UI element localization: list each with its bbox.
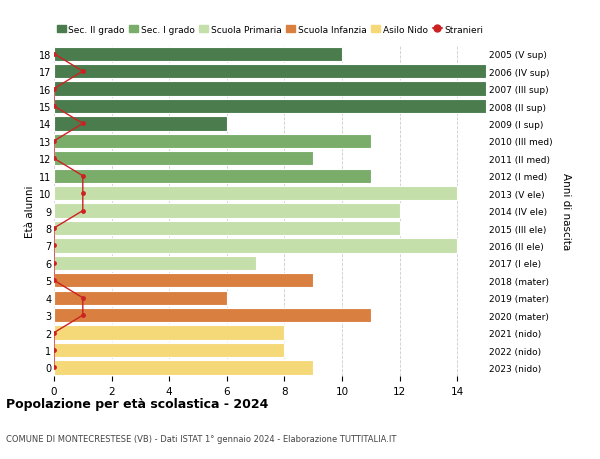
Bar bbox=[54, 326, 284, 340]
Bar bbox=[54, 100, 486, 114]
Bar bbox=[54, 134, 371, 149]
Bar bbox=[54, 169, 371, 184]
Bar bbox=[54, 361, 313, 375]
Bar bbox=[54, 291, 227, 305]
Bar bbox=[54, 152, 313, 166]
Bar bbox=[54, 221, 400, 235]
Bar bbox=[54, 204, 400, 218]
Bar bbox=[54, 274, 313, 288]
Text: COMUNE DI MONTECRESTESE (VB) - Dati ISTAT 1° gennaio 2024 - Elaborazione TUTTITA: COMUNE DI MONTECRESTESE (VB) - Dati ISTA… bbox=[6, 434, 397, 443]
Bar bbox=[54, 343, 284, 358]
Bar bbox=[54, 47, 342, 62]
Bar bbox=[54, 117, 227, 131]
Bar bbox=[54, 239, 457, 253]
Bar bbox=[54, 82, 486, 96]
Bar bbox=[54, 187, 457, 201]
Bar bbox=[54, 65, 486, 79]
Legend: Sec. II grado, Sec. I grado, Scuola Primaria, Scuola Infanzia, Asilo Nido, Stran: Sec. II grado, Sec. I grado, Scuola Prim… bbox=[56, 26, 484, 35]
Y-axis label: Anni di nascita: Anni di nascita bbox=[561, 173, 571, 250]
Bar bbox=[54, 308, 371, 323]
Bar bbox=[54, 256, 256, 270]
Text: Popolazione per età scolastica - 2024: Popolazione per età scolastica - 2024 bbox=[6, 397, 268, 410]
Y-axis label: Età alunni: Età alunni bbox=[25, 185, 35, 237]
